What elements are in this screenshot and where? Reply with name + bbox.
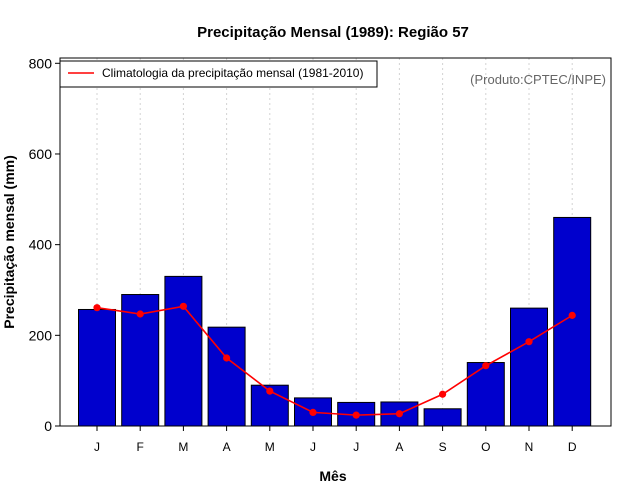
y-tick-label: 200 <box>29 327 53 343</box>
x-tick-label: J <box>94 440 100 454</box>
plot-frame <box>59 57 612 427</box>
climatology-point-12 <box>568 311 576 319</box>
x-tick-label: A <box>395 440 403 454</box>
legend-box <box>59 60 378 88</box>
y-tick-label: 0 <box>44 418 52 434</box>
climatology-point-4 <box>223 354 231 362</box>
x-tick-label: O <box>481 440 490 454</box>
bar-12 <box>553 216 592 427</box>
x-tick-label: F <box>137 440 144 454</box>
climatology-point-3 <box>179 302 187 310</box>
x-tick-label: N <box>525 440 534 454</box>
climatology-point-8 <box>395 410 403 418</box>
y-tick-label: 600 <box>29 146 53 162</box>
x-tick-label: M <box>178 440 188 454</box>
bar-1 <box>78 308 116 427</box>
bar-10 <box>466 362 505 427</box>
climatology-point-7 <box>352 411 360 419</box>
source-note: (Produto:CPTEC/INPE) <box>470 72 606 87</box>
y-axis-label: Precipitação mensal (mm) <box>1 155 17 329</box>
climatology-point-2 <box>136 310 144 318</box>
x-tick-label: J <box>353 440 359 454</box>
bar-6 <box>294 397 332 427</box>
climatology-point-6 <box>309 408 317 416</box>
bar-series <box>78 216 592 427</box>
chart-title: Precipitação Mensal (1989): Região 57 <box>197 24 469 41</box>
climatology-point-5 <box>266 387 274 395</box>
climatology-point-10 <box>482 362 490 370</box>
climatology-line <box>96 305 573 416</box>
y-tick-label: 400 <box>29 237 53 253</box>
climatology-point-11 <box>525 338 533 346</box>
x-axis-label: Mês <box>319 468 346 484</box>
x-tick-label: M <box>265 440 275 454</box>
legend-label: Climatologia da precipitação mensal (198… <box>102 66 363 80</box>
climatology-series <box>93 302 576 419</box>
bar-11 <box>510 307 548 427</box>
bar-9 <box>423 408 462 427</box>
climatology-point-9 <box>439 390 447 398</box>
y-axis: 0 200 400 600 800 <box>29 55 60 434</box>
x-tick-label: J <box>310 440 316 454</box>
x-tick-label: D <box>568 440 577 454</box>
legend: Climatologia da precipitação mensal (198… <box>59 60 378 88</box>
bar-3 <box>164 275 203 427</box>
x-tick-label: S <box>439 440 447 454</box>
y-tick-label: 800 <box>29 55 53 71</box>
climatology-point-1 <box>93 304 101 312</box>
x-tick-label: A <box>223 440 231 454</box>
